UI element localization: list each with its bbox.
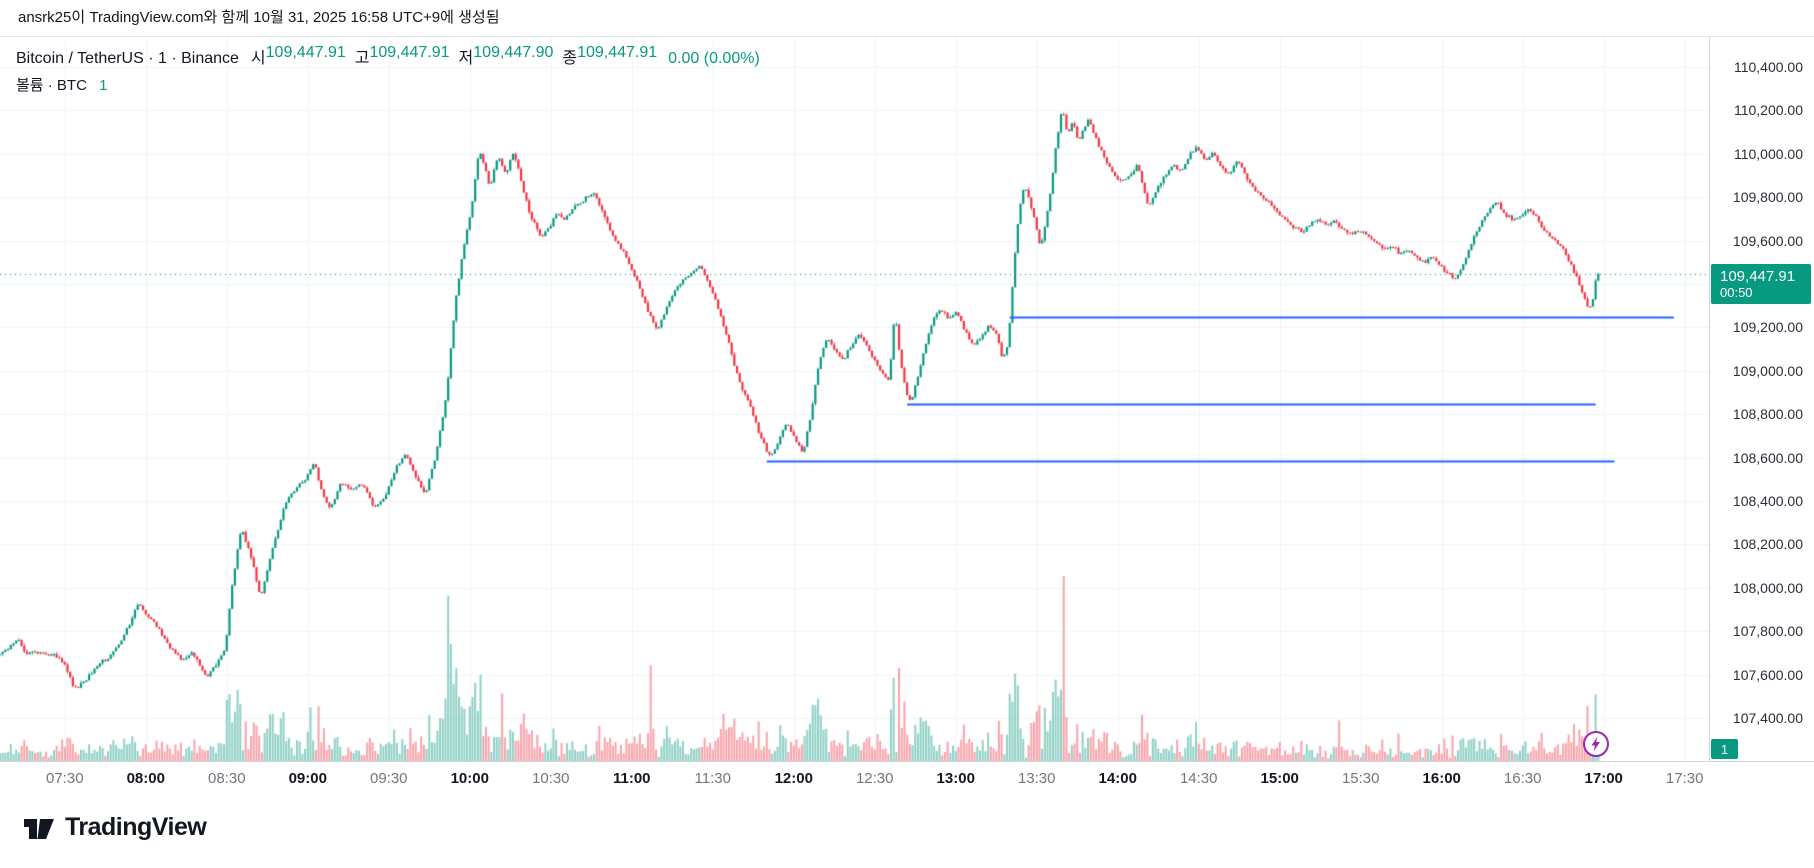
footer: TradingView [0, 796, 1814, 868]
price-axis-label: 108,200.00 [1732, 536, 1803, 553]
time-axis-label: 07:30 [46, 770, 84, 787]
price-axis-label: 108,800.00 [1732, 406, 1803, 423]
ohlc-open: 시 109,447.91 [250, 44, 346, 67]
price-change: 0.00 (0.00%) [668, 50, 760, 67]
attribution-text: ansrk25이 TradingView.com와 함께 10월 31, 202… [18, 9, 500, 26]
time-axis-label: 13:30 [1017, 770, 1056, 787]
time-axis-label: 09:30 [369, 770, 408, 787]
price-axis-label: 109,600.00 [1732, 232, 1803, 249]
price-axis[interactable]: 109,447.91 00:50 1 107,400.00 107,600.00 1… [1709, 37, 1814, 761]
time-axis-label: 10:00 [450, 770, 489, 787]
time-axis-label: 13:00 [936, 770, 975, 787]
price-axis-label: 108,000.00 [1732, 579, 1803, 596]
last-price-value: 109,447.91 [1720, 267, 1796, 285]
time-axis[interactable]: 07:30 08:00 08:30 09:00 09:30 10:00 10:30 11:00… [0, 761, 1814, 798]
time-axis-label: 09:00 [288, 770, 327, 787]
volume-indicator-label[interactable]: 볼륨 · BTC [16, 77, 87, 94]
time-axis-label: 15:30 [1341, 770, 1380, 787]
time-axis-label: 17:00 [1584, 770, 1623, 787]
price-axis-label: 108,600.00 [1732, 449, 1803, 466]
bar-countdown: 00:50 [1720, 284, 1753, 300]
ohlc-high: 고 109,447.91 [354, 44, 450, 67]
time-axis-label: 12:00 [774, 770, 813, 787]
price-axis-label: 107,600.00 [1732, 666, 1803, 683]
tradingview-wordmark: TradingView [65, 812, 207, 841]
time-axis-label: 14:30 [1179, 770, 1218, 787]
legend-row-volume: 볼륨 · BTC 1 [16, 74, 760, 95]
chart-area: Bitcoin / TetherUS · 1 · Binance 시 109,44… [0, 36, 1814, 798]
volume-value: 1 [99, 77, 108, 94]
time-axis-label: 15:00 [1260, 770, 1299, 787]
price-axis-label: 107,400.00 [1732, 710, 1803, 727]
tradingview-logo[interactable]: TradingView [22, 812, 207, 842]
time-axis-label: 16:30 [1503, 770, 1542, 787]
symbol-legend: Bitcoin / TetherUS · 1 · Binance 시 109,44… [16, 44, 760, 95]
last-price-label: 109,447.91 00:50 [1711, 263, 1811, 304]
ohlc-low: 저 109,447.90 [458, 44, 554, 67]
time-axis-label: 11:30 [694, 770, 731, 787]
time-axis-label: 10:30 [531, 770, 570, 787]
candlestick-chart[interactable] [0, 37, 1709, 761]
time-axis-label: 08:00 [126, 770, 165, 787]
time-axis-label: 08:30 [208, 770, 246, 787]
price-axis-label: 109,000.00 [1732, 362, 1803, 379]
price-axis-label: 110,400.00 [1733, 58, 1803, 75]
time-axis-label: 16:00 [1422, 770, 1461, 787]
time-axis-label: 14:00 [1098, 770, 1137, 787]
price-axis-label: 109,800.00 [1732, 189, 1803, 206]
legend-row-symbol: Bitcoin / TetherUS · 1 · Binance 시 109,44… [16, 44, 760, 68]
tradingview-logo-icon [24, 819, 54, 839]
attribution-bar: ansrk25이 TradingView.com와 함께 10월 31, 202… [0, 0, 1814, 36]
symbol-title[interactable]: Bitcoin / TetherUS · 1 · Binance [16, 50, 239, 67]
price-axis-label: 107,800.00 [1732, 623, 1803, 640]
ohlc-close: 종 109,447.91 [562, 44, 658, 67]
price-axis-label: 108,400.00 [1732, 493, 1803, 509]
time-axis-label: 12:30 [855, 770, 894, 787]
time-axis-label: 17:30 [1665, 770, 1704, 787]
lightning-icon[interactable] [1582, 730, 1610, 763]
price-axis-label: 110,200.00 [1733, 102, 1803, 119]
volume-axis-label: 1 [1711, 739, 1738, 759]
price-axis-label: 110,000.00 [1733, 145, 1803, 162]
time-axis-label: 11:00 [612, 770, 651, 787]
price-axis-label: 109,200.00 [1732, 319, 1803, 336]
